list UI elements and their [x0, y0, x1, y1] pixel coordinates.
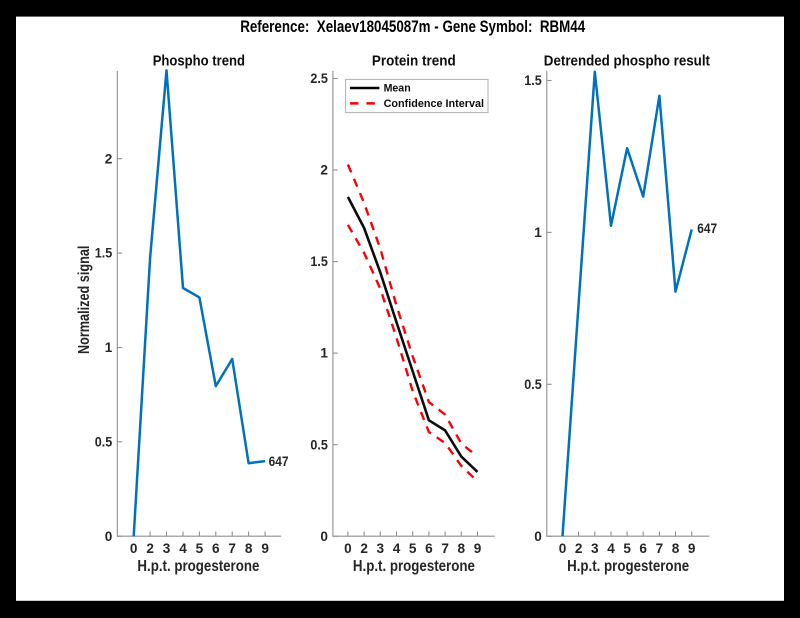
svg-text:6: 6 [212, 541, 220, 556]
svg-text:5: 5 [196, 541, 204, 556]
svg-text:8: 8 [458, 541, 466, 556]
svg-text:0: 0 [320, 529, 328, 544]
svg-text:3: 3 [163, 541, 171, 556]
svg-text:Detrended phospho result: Detrended phospho result [544, 53, 710, 70]
svg-text:0: 0 [344, 541, 352, 556]
svg-text:Phospho trend: Phospho trend [153, 53, 245, 70]
svg-text:1: 1 [534, 225, 542, 240]
svg-text:2.5: 2.5 [310, 71, 328, 86]
svg-text:8: 8 [245, 541, 253, 556]
svg-text:6: 6 [639, 541, 647, 556]
svg-text:4: 4 [393, 541, 401, 556]
svg-text:H.p.t. progesterone: H.p.t. progesterone [353, 558, 475, 575]
svg-text:0: 0 [105, 529, 113, 544]
svg-text:2: 2 [360, 541, 368, 556]
svg-text:9: 9 [688, 541, 696, 556]
svg-text:1: 1 [320, 346, 328, 361]
svg-text:647: 647 [269, 454, 289, 469]
svg-text:H.p.t. progesterone: H.p.t. progesterone [137, 558, 259, 575]
svg-text:5: 5 [409, 541, 417, 556]
svg-text:1.5: 1.5 [95, 246, 113, 261]
svg-text:Mean: Mean [384, 83, 411, 95]
svg-text:0.5: 0.5 [310, 437, 328, 452]
svg-text:1.5: 1.5 [310, 254, 328, 269]
svg-text:Reference: Xelaev18045087m -: Reference: Xelaev18045087m - Gene Symbol… [240, 18, 586, 36]
svg-text:Normalized signal: Normalized signal [76, 246, 93, 355]
svg-text:9: 9 [474, 541, 482, 556]
svg-text:8: 8 [672, 541, 680, 556]
svg-text:3: 3 [377, 541, 385, 556]
svg-text:9: 9 [261, 541, 269, 556]
svg-text:H.p.t. progesterone: H.p.t. progesterone [567, 558, 689, 575]
svg-text:3: 3 [591, 541, 599, 556]
svg-text:Confidence Interval: Confidence Interval [384, 98, 484, 110]
svg-text:7: 7 [656, 541, 664, 556]
svg-text:4: 4 [179, 541, 187, 556]
svg-text:4: 4 [607, 541, 615, 556]
svg-text:0: 0 [130, 541, 138, 556]
svg-text:2: 2 [146, 541, 154, 556]
svg-text:7: 7 [228, 541, 236, 556]
svg-text:0.5: 0.5 [95, 434, 113, 449]
svg-text:0: 0 [559, 541, 567, 556]
svg-text:Protein trend: Protein trend [372, 53, 456, 70]
svg-text:0: 0 [534, 529, 542, 544]
svg-text:2: 2 [105, 151, 113, 166]
svg-text:2: 2 [320, 163, 328, 178]
svg-text:1.5: 1.5 [524, 73, 542, 88]
svg-text:7: 7 [441, 541, 449, 556]
svg-text:0.5: 0.5 [524, 377, 542, 392]
svg-text:647: 647 [697, 221, 717, 236]
svg-text:2: 2 [575, 541, 583, 556]
svg-text:6: 6 [425, 541, 433, 556]
svg-text:1: 1 [105, 340, 113, 355]
svg-text:5: 5 [623, 541, 631, 556]
